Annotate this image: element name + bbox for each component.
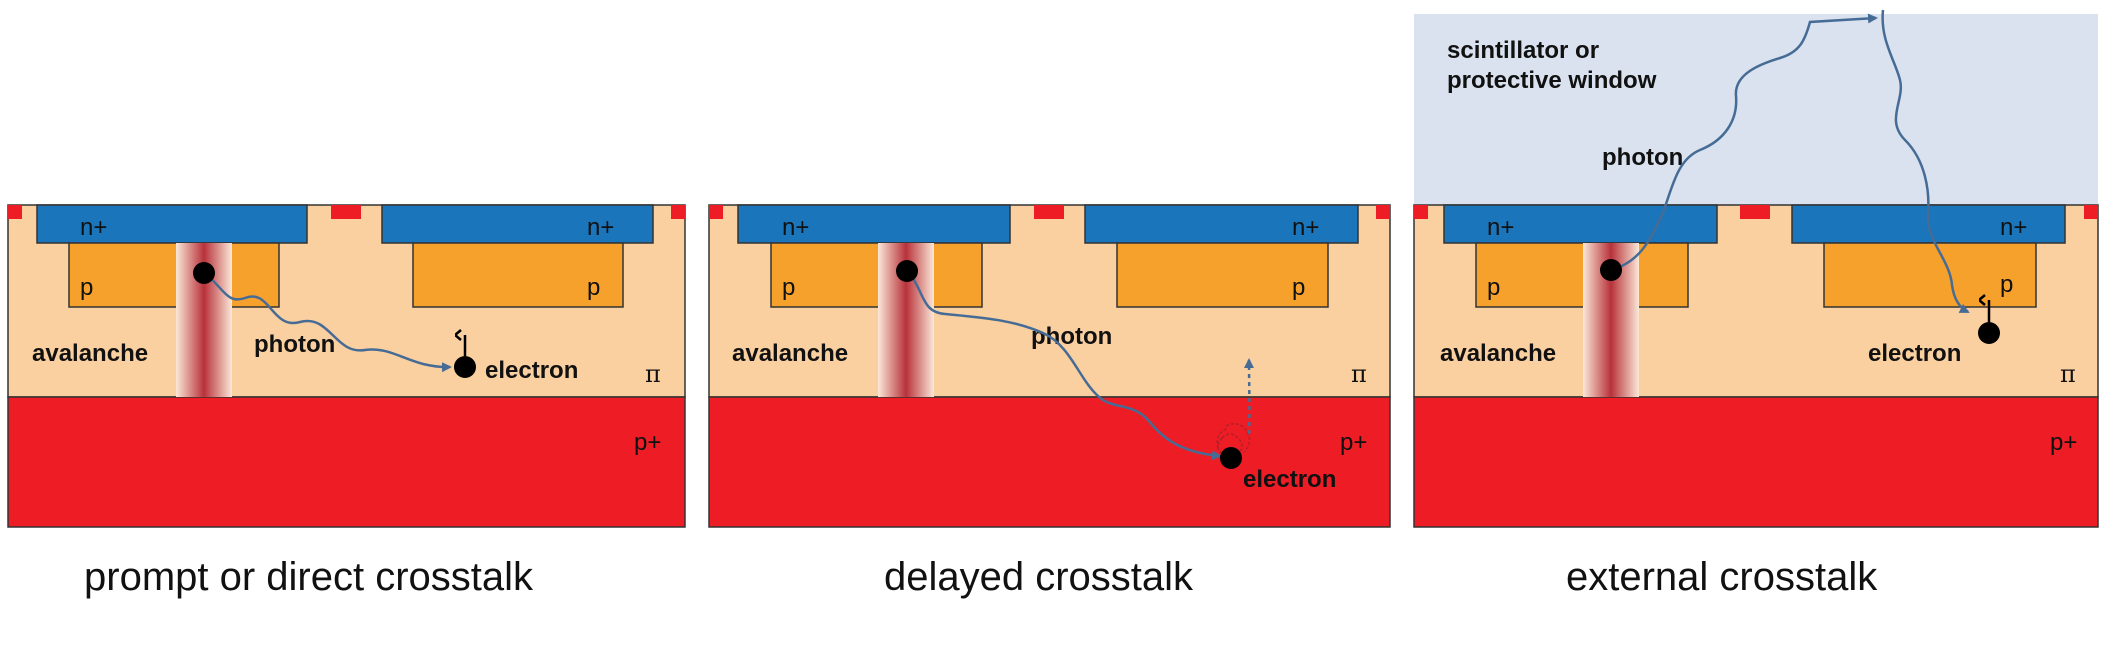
photon-label: photon — [1602, 144, 1683, 171]
pi-label: π — [645, 360, 661, 388]
photon-path — [203, 271, 452, 373]
photon-path-down — [1881, 9, 1970, 314]
panel-external-crosstalk: scintillator or protective window n+ n+ … — [1413, 9, 2099, 599]
n-plus-left — [36, 204, 308, 244]
photon-path — [906, 270, 1222, 461]
photon-label: photon — [254, 331, 335, 358]
p-label: p — [587, 274, 600, 301]
surface-contact — [2084, 205, 2098, 219]
electron-dot — [1220, 447, 1242, 469]
avalanche-electron-dot — [1600, 259, 1622, 281]
surface-contact — [1414, 205, 1428, 219]
panel-caption: delayed crosstalk — [884, 555, 1194, 599]
n-plus-label: n+ — [1292, 214, 1319, 241]
n-plus-label: n+ — [2000, 214, 2027, 241]
p-plus-label: p+ — [634, 429, 661, 456]
p-region-left — [1475, 242, 1689, 308]
n-plus-right — [381, 204, 654, 244]
surface-contact — [709, 205, 723, 219]
electron-dot — [454, 356, 476, 378]
p-region-left — [770, 242, 983, 308]
p-plus-label: p+ — [1340, 429, 1367, 456]
p-label: p — [1487, 274, 1500, 301]
p-region-right — [1823, 242, 2037, 308]
avalanche-electron-dot — [193, 262, 215, 284]
surface-contact — [8, 205, 22, 219]
avalanche-label: avalanche — [1440, 340, 1556, 367]
p-label: p — [1292, 274, 1305, 301]
p-plus-substrate — [7, 396, 686, 528]
p-label: p — [2000, 271, 2013, 298]
surface-contact — [671, 205, 685, 219]
n-plus-left — [1443, 204, 1718, 244]
p-region-right — [412, 242, 624, 308]
avalanche-electron-dot — [896, 260, 918, 282]
surface-contact — [1740, 205, 1770, 219]
panel-delayed-crosstalk: n+ n+ p p avalanche photon electron π p+… — [708, 204, 1391, 599]
avalanche-label: avalanche — [732, 340, 848, 367]
n-plus-label: n+ — [1487, 214, 1514, 241]
p-plus-substrate — [708, 396, 1391, 528]
electron-label: electron — [485, 357, 578, 384]
n-plus-label: n+ — [587, 214, 614, 241]
panel-caption: external crosstalk — [1566, 555, 1878, 599]
surface-contact — [331, 205, 361, 219]
protective-window — [1414, 14, 2098, 205]
window-label: scintillator or — [1447, 37, 1599, 64]
p-region-right — [1116, 242, 1329, 308]
n-plus-right — [1084, 204, 1359, 244]
avalanche-label: avalanche — [32, 340, 148, 367]
electron-label: electron — [1243, 466, 1336, 493]
electron-label: electron — [1868, 340, 1961, 367]
n-plus-label: n+ — [782, 214, 809, 241]
pi-label: π — [2060, 360, 2076, 388]
surface-contact — [1376, 205, 1390, 219]
pi-label: π — [1351, 360, 1367, 388]
panel-caption: prompt or direct crosstalk — [84, 555, 534, 599]
p-plus-substrate — [1413, 396, 2099, 528]
surface-contact — [1034, 205, 1064, 219]
p-label: p — [80, 274, 93, 301]
n-plus-left — [737, 204, 1011, 244]
p-label: p — [782, 274, 795, 301]
p-region-left — [68, 242, 280, 308]
window-label: protective window — [1447, 67, 1657, 94]
n-plus-label: n+ — [80, 214, 107, 241]
electron-dot — [1978, 322, 2000, 344]
panel-prompt-crosstalk: n+ n+ p p avalanche photon electron π p+… — [7, 204, 686, 599]
photon-path-up — [1610, 13, 1878, 272]
photon-label: photon — [1031, 323, 1112, 350]
p-plus-label: p+ — [2050, 429, 2077, 456]
